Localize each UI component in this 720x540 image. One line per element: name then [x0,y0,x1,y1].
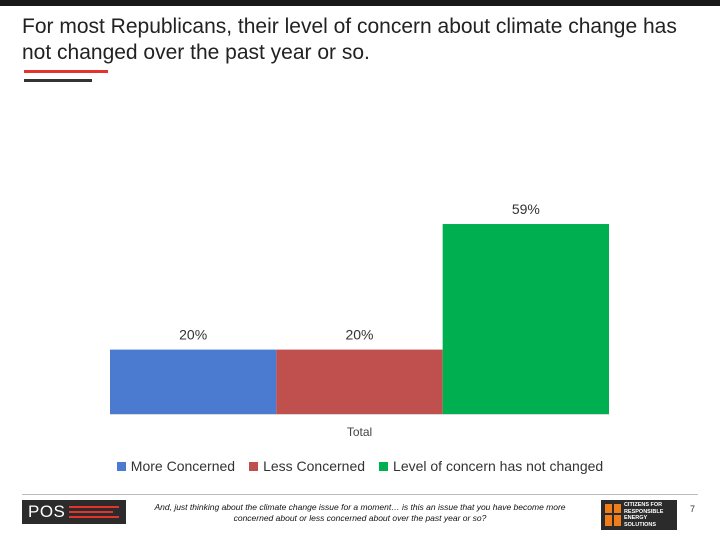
legend-item-unchanged: Level of concern has not changed [379,458,603,474]
legend-swatch [116,461,126,471]
bar-more [110,349,277,414]
title-accent-rule [24,70,108,73]
pos-logo: POS [22,500,126,524]
title-secondary-rule [24,79,92,82]
pos-logo-text: POS [28,502,66,521]
slide-title: For most Republicans, their level of con… [22,15,677,64]
bar-unchanged [442,224,609,414]
pos-logo-lines [69,506,120,518]
cres-logo-text: CITIZENS FOR RESPONSIBLE ENERGY SOLUTION… [623,502,664,528]
footer-divider [22,494,698,495]
page-number: 7 [690,504,696,514]
legend-item-more: More Concerned [116,458,236,474]
data-label-more: 20% [179,327,207,343]
data-label-less: 20% [345,327,373,343]
data-label-unchanged: 59% [512,201,540,217]
legend-label: More Concerned [130,458,236,474]
legend-label: Level of concern has not changed [393,458,604,474]
bar-chart: 20% 20% 59% Total [110,201,609,439]
legend-swatch [379,461,389,471]
cres-logo: CITIZENS FOR RESPONSIBLE ENERGY SOLUTION… [601,500,677,530]
chart-legend: More Concerned Less Concerned Level of con… [0,458,720,474]
x-tick-label: Total [347,425,372,439]
bar-less [276,349,443,414]
survey-question: And, just thinking about the climate cha… [154,502,566,523]
legend-swatch [249,461,259,471]
legend-label: Less Concerned [263,458,366,474]
cres-logo-mark-icon [605,504,621,526]
legend-item-less: Less Concerned [249,458,365,474]
top-band [0,0,720,6]
